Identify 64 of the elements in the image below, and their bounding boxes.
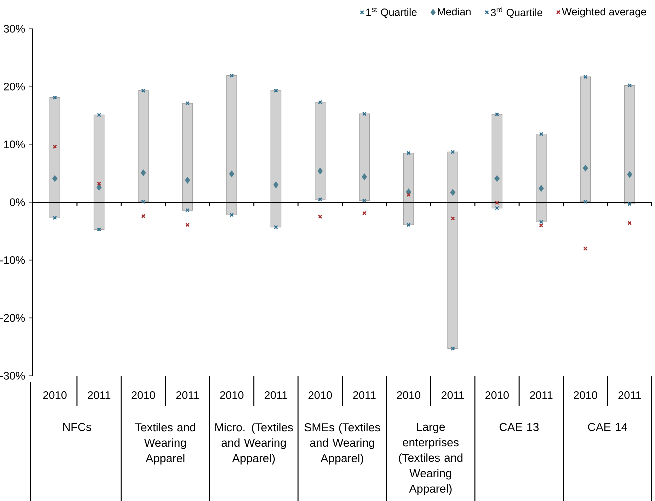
bar — [403, 153, 414, 226]
y-tick-label: 30% — [4, 25, 26, 33]
text: NFCs — [64, 423, 92, 432]
point — [185, 177, 190, 184]
point — [362, 174, 368, 180]
x-tick-label: 2011 — [442, 392, 464, 400]
bar — [448, 152, 458, 350]
bar — [50, 98, 60, 218]
x-tick-label: 2011 — [353, 392, 376, 400]
bar — [580, 76, 592, 202]
x-tick-label: 2011 — [264, 392, 288, 400]
legend-label: 1$^{st}$ Quartile — [366, 7, 417, 18]
x-tick-label: 2011 — [176, 392, 199, 400]
point — [583, 165, 588, 172]
text: Large enterprises (Textiles and Wearing Apparel) — [399, 423, 463, 496]
point — [450, 346, 456, 351]
point — [52, 176, 58, 182]
text: Textiles and Wearing Apparel — [135, 423, 196, 465]
legend-label: 3$^{rd}$ Quartile — [491, 7, 543, 18]
point — [96, 184, 102, 191]
y-tick-label: -10% — [0, 256, 26, 264]
text: CAE 13 — [500, 423, 539, 432]
y-tick-label: 20% — [4, 82, 26, 91]
bar — [94, 114, 105, 230]
x-tick-label: 2011 — [530, 392, 553, 400]
text: Micro. (Textiles and Wearing Apparel) — [216, 423, 294, 465]
bar — [270, 90, 282, 228]
bar — [226, 76, 238, 216]
point — [274, 182, 279, 188]
text: CAE 14 — [588, 423, 628, 432]
point — [406, 188, 412, 196]
text: SMEs (Textiles and Wearing Apparel) — [304, 423, 380, 465]
point — [318, 168, 323, 174]
x-tick-label: 2010 — [308, 392, 332, 400]
x-tick-label: 2010 — [220, 392, 244, 400]
y-tick-label: -20% — [0, 314, 26, 322]
x-tick-label: 2010 — [486, 392, 509, 400]
x-tick-label: 2011 — [618, 392, 642, 400]
y-tick-label: 10% — [4, 140, 26, 149]
y-tick-label: -30% — [0, 372, 26, 380]
bar — [492, 114, 503, 209]
x-tick-label: 2010 — [397, 392, 421, 400]
y-tick-label: 0% — [10, 198, 26, 206]
bar — [359, 114, 370, 202]
point — [230, 213, 234, 218]
point — [450, 190, 456, 196]
x-tick-label: 2011 — [88, 392, 111, 400]
point — [141, 170, 146, 176]
legend-label: Median — [438, 8, 471, 16]
legend-label: Weighted average — [562, 8, 646, 18]
point — [229, 171, 234, 178]
x-tick-label: 2010 — [43, 392, 67, 400]
bar — [138, 90, 149, 202]
bar — [182, 103, 194, 211]
x-tick-label: 2010 — [574, 392, 598, 400]
point — [538, 185, 544, 192]
point — [406, 222, 411, 228]
x-tick-label: 2010 — [132, 392, 156, 400]
point — [627, 172, 632, 178]
bar — [315, 102, 326, 200]
point — [494, 176, 500, 182]
point — [584, 200, 588, 204]
bar — [536, 134, 547, 222]
bar — [624, 85, 636, 205]
